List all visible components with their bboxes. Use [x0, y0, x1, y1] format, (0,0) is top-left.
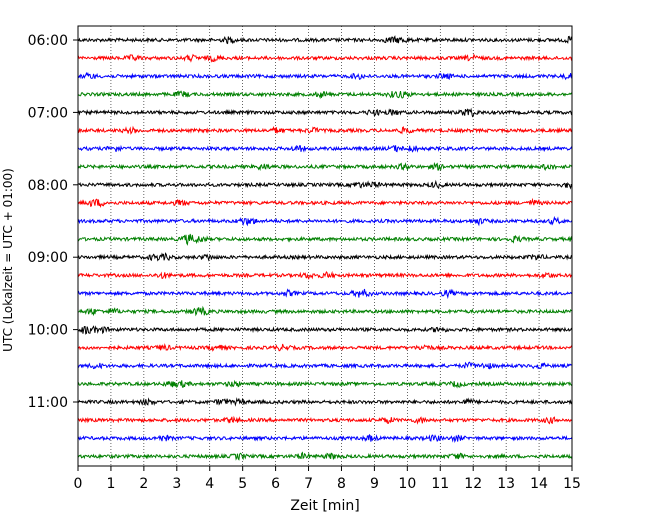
- y-tick-label-0600: 06:00: [28, 33, 68, 49]
- trace-0800: [77, 179, 573, 190]
- x-tick-label-12: 12: [464, 476, 482, 492]
- x-tick-label-7: 7: [304, 476, 313, 492]
- trace-0700: [77, 107, 573, 118]
- trace-0600: [77, 35, 573, 45]
- x-tick-label-0: 0: [74, 476, 83, 492]
- trace-0830: [77, 215, 573, 227]
- trace-1100: [77, 397, 573, 407]
- trace-1015: [77, 343, 573, 352]
- x-tick-label-10: 10: [398, 476, 416, 492]
- x-tick-label-5: 5: [238, 476, 247, 492]
- x-tick-label-4: 4: [205, 476, 214, 492]
- x-tick-label-14: 14: [530, 476, 548, 492]
- x-axis-label: Zeit [min]: [290, 498, 359, 514]
- x-tick-label-6: 6: [271, 476, 280, 492]
- y-tick-label-0700: 07:00: [28, 105, 68, 121]
- trace-0945: [77, 305, 573, 317]
- trace-0815: [77, 197, 573, 209]
- x-axis-ticks: 0 1 2 3 4 5 6 7 8 9 10 11 12 13 14 15: [74, 466, 581, 492]
- trace-0615: [77, 53, 573, 63]
- trace-1030: [77, 361, 573, 370]
- trace-1145: [77, 451, 573, 461]
- trace-1045: [77, 379, 573, 389]
- x-tick-label-11: 11: [431, 476, 449, 492]
- grid-lines: [110, 26, 540, 466]
- trace-0645: [77, 90, 573, 100]
- y-axis-label: UTC (Lokalzeit = UTC + 01:00): [1, 168, 15, 352]
- x-tick-label-8: 8: [337, 476, 346, 492]
- x-tick-label-13: 13: [497, 476, 515, 492]
- x-tick-label-2: 2: [139, 476, 148, 492]
- x-tick-label-9: 9: [370, 476, 379, 492]
- y-tick-label-1100: 11:00: [28, 395, 68, 411]
- seismic-traces: [77, 35, 573, 461]
- x-tick-label-15: 15: [563, 476, 581, 492]
- trace-1115: [77, 415, 573, 425]
- trace-1000: [77, 325, 573, 335]
- y-axis-ticks: 06:00 07:00 08:00 09:00 10:00 11:00: [28, 33, 78, 411]
- trace-0745: [77, 162, 573, 172]
- trace-0900: [77, 252, 573, 262]
- x-tick-label-1: 1: [106, 476, 115, 492]
- x-tick-label-3: 3: [172, 476, 181, 492]
- trace-0630: [77, 71, 573, 81]
- y-tick-label-0900: 09:00: [28, 250, 68, 266]
- trace-0915: [77, 270, 573, 280]
- trace-0930: [77, 288, 573, 300]
- trace-1130: [77, 433, 573, 443]
- y-tick-label-0800: 08:00: [28, 178, 68, 194]
- trace-0715: [77, 125, 573, 135]
- plot-frame: [77, 25, 573, 467]
- y-tick-label-1000: 10:00: [28, 323, 68, 339]
- trace-0730: [77, 144, 573, 153]
- trace-0845: [77, 233, 573, 246]
